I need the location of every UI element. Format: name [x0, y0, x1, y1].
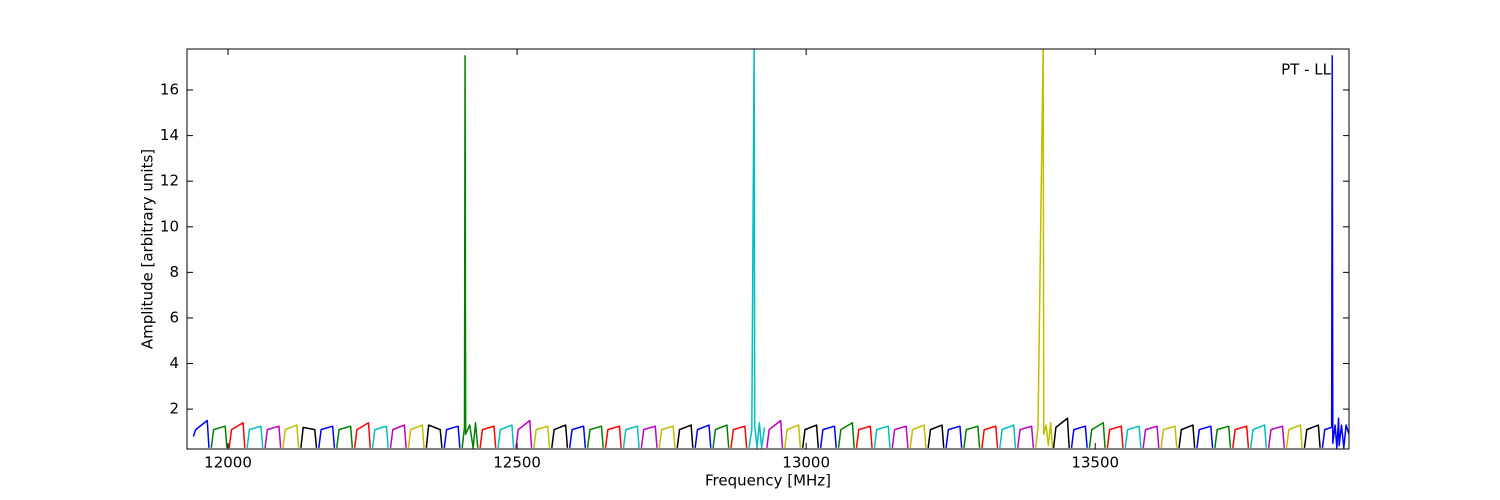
x-tick-label: 12000 [204, 454, 252, 472]
series-line [300, 417, 1321, 448]
series-line [228, 422, 1250, 448]
y-axis-label: Amplitude [arbitrary units] [139, 149, 157, 349]
x-tick-label: 12500 [493, 454, 541, 472]
y-tick-label: 8 [169, 263, 179, 281]
series-line [264, 419, 1285, 448]
annotation: PT - LL [1281, 61, 1332, 79]
y-tick-label: 12 [160, 172, 179, 190]
y-tick-label: 4 [169, 354, 179, 372]
x-tick-label: 13500 [1071, 454, 1119, 472]
y-tick-label: 10 [160, 217, 179, 235]
y-tick-label: 16 [160, 81, 179, 99]
y-tick-label: 6 [169, 308, 179, 326]
series-line [246, 49, 1268, 449]
series-line [192, 55, 1349, 449]
series-line [282, 49, 1303, 448]
x-axis-label: Frequency [MHz] [705, 472, 831, 490]
plot-frame [186, 48, 1350, 450]
plot-area [187, 49, 1349, 449]
y-tick-label: 2 [169, 400, 179, 418]
plot-lines [192, 49, 1349, 449]
y-tick-label: 14 [160, 126, 179, 144]
series-line [210, 55, 1232, 449]
x-tick-label: 13000 [782, 454, 830, 472]
